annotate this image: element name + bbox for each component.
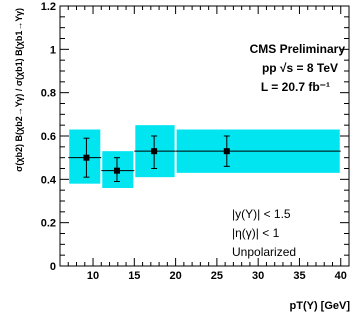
y-axis-label: σ(χb2) B(χb2→Υγ) / σ(χb1) B(χb1→Υγ) [14, 8, 24, 172]
data-point-3 [151, 148, 158, 155]
x-tick-label-15: 15 [128, 270, 140, 282]
x-tick-label-40: 40 [335, 270, 347, 282]
systematic-bands [69, 125, 340, 188]
x-tick-label-20: 20 [169, 270, 181, 282]
x-axis-label: pT(Υ) [GeV] [290, 300, 351, 312]
x-tick-label-10: 10 [87, 270, 99, 282]
y-tick-label-1.2: 1.2 [41, 1, 56, 13]
x-tick-label-25: 25 [211, 270, 223, 282]
y-tick-label-0.4: 0.4 [41, 174, 57, 186]
x-tick-label-30: 30 [252, 270, 264, 282]
x-tick-label-35: 35 [293, 270, 305, 282]
energy-label: pp √s = 8 TeV [262, 61, 338, 75]
y-tick-label-0: 0 [50, 261, 56, 273]
tick-labels: 10 15 20 25 30 35 40 0 0.2 0.4 0.6 0.8 1 1.2 [41, 1, 347, 282]
axis-ticks [59, 5, 350, 267]
chart-title: CMS Preliminary [250, 42, 346, 56]
lumi-label: L = 20.7 fb⁻¹ [261, 80, 330, 94]
y-tick-label-0.2: 0.2 [41, 218, 56, 230]
y-tick-label-0.6: 0.6 [41, 131, 56, 143]
data-point-2 [113, 167, 120, 174]
data-point-4 [223, 148, 230, 155]
cut-eta: |η(γ)| < 1 [232, 226, 280, 240]
cut-rapidity: |y(Υ)| < 1.5 [232, 207, 291, 221]
cut-polarization: Unpolarized [232, 245, 296, 259]
data-points [68, 135, 341, 182]
y-tick-label-0.8: 0.8 [41, 88, 56, 100]
data-point-1 [83, 154, 90, 161]
y-tick-label-1: 1 [50, 44, 56, 56]
